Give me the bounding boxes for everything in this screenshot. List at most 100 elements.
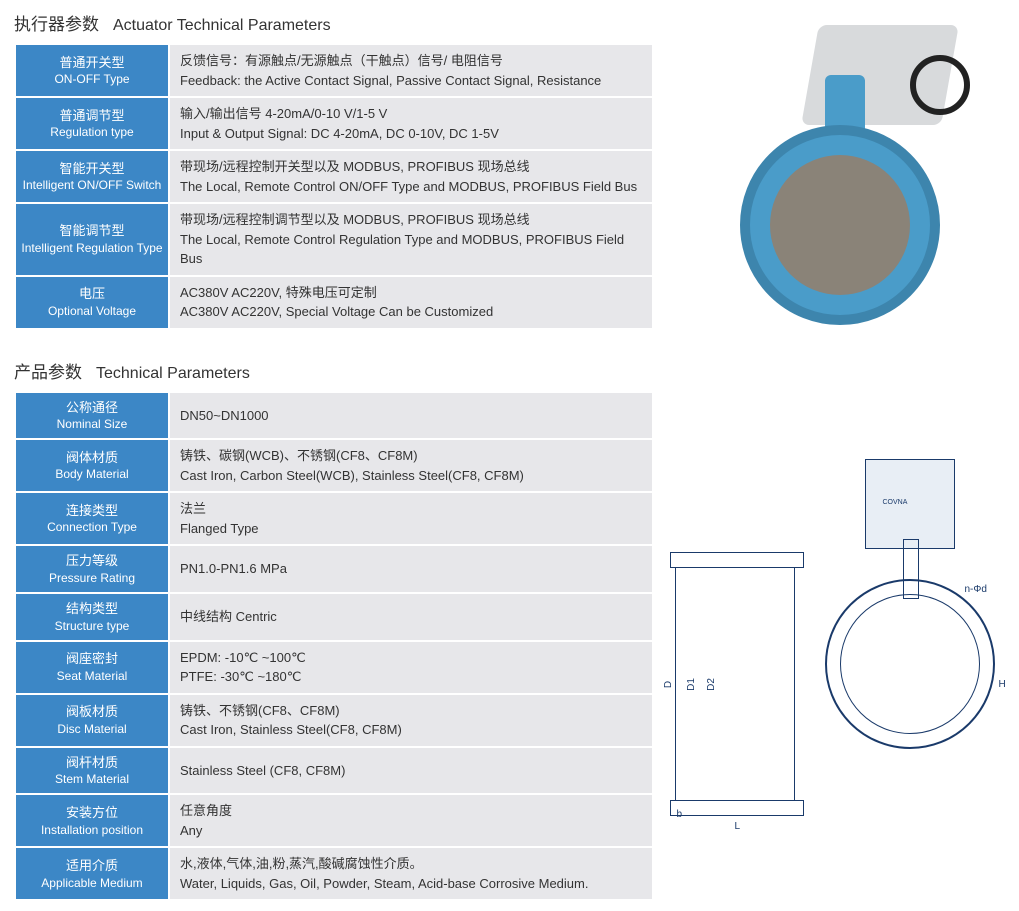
param-label-zh: 阀体材质 (20, 449, 164, 467)
table-row: 安装方位Installation position任意角度Any (15, 794, 653, 847)
param-value-zh: 任意角度 (180, 801, 642, 821)
param-label-en: Disc Material (20, 721, 164, 737)
table-row: 连接类型Connection Type 法兰Flanged Type (15, 492, 653, 545)
param-value-zh: EPDM: -10℃ ~100℃ (180, 648, 642, 668)
param-label-zh: 公称通径 (20, 399, 164, 417)
param-value-en: Feedback: the Active Contact Signal, Pas… (180, 71, 642, 91)
param-label-cell: 阀杆材质Stem Material (15, 747, 169, 795)
param-label-en: Structure type (20, 618, 164, 634)
param-value-cell: 任意角度Any (169, 794, 653, 847)
table-row: 适用介质Applicable Medium水,液体,气体,油,粉,蒸汽,酸碱腐蚀… (15, 847, 653, 900)
param-value-zh: 铸铁、不锈钢(CF8、CF8M) (180, 701, 642, 721)
param-label-cell: 结构类型Structure type (15, 593, 169, 641)
param-value-zh: 法兰 (180, 499, 642, 519)
technical-params-left: 产品参数 Technical Parameters 公称通径Nominal Si… (14, 358, 654, 902)
param-label-zh: 连接类型 (20, 502, 164, 520)
param-value-en: Input & Output Signal: DC 4-20mA, DC 0-1… (180, 124, 642, 144)
param-label-en: Body Material (20, 466, 164, 482)
actuator-params-table: 普通开关型ON-OFF Type反馈信号：有源触点/无源触点（干触点）信号/ 电… (14, 43, 654, 330)
dim-label-D2: D2 (705, 679, 716, 692)
dim-label-H: H (999, 679, 1006, 690)
table-row: 阀座密封Seat Material EPDM: -10℃ ~100℃ PTFE:… (15, 641, 653, 694)
param-label-zh: 智能开关型 (20, 160, 164, 178)
param-value-en: Cast Iron, Carbon Steel(WCB), Stainless … (180, 466, 642, 486)
actuator-params-section: 执行器参数 Actuator Technical Parameters 普通开关… (14, 10, 1005, 330)
param-label-zh: 适用介质 (20, 857, 164, 875)
param-label-cell: 普通调节型Regulation type (15, 97, 169, 150)
param-value-en: Flanged Type (180, 519, 642, 539)
param-value-cell: 带现场/远程控制开关型以及 MODBUS, PROFIBUS 现场总线The L… (169, 150, 653, 203)
param-label-cell: 安装方位Installation position (15, 794, 169, 847)
param-label-en: Applicable Medium (20, 875, 164, 891)
param-value-zh: Stainless Steel (CF8, CF8M) (180, 761, 642, 781)
param-value-cell: 铸铁、碳钢(WCB)、不锈钢(CF8、CF8M)Cast Iron, Carbo… (169, 439, 653, 492)
param-label-cell: 普通开关型ON-OFF Type (15, 44, 169, 97)
param-value-cell: 水,液体,气体,油,粉,蒸汽,酸碱腐蚀性介质。Water, Liquids, G… (169, 847, 653, 900)
section-title-zh: 产品参数 (14, 358, 82, 383)
param-value-zh: 中线结构 Centric (180, 607, 642, 627)
section-title-en: Actuator Technical Parameters (113, 17, 331, 35)
param-value-cell: 输入/输出信号 4-20mA/0-10 V/1-5 VInput & Outpu… (169, 97, 653, 150)
param-label-zh: 结构类型 (20, 600, 164, 618)
param-label-cell: 电压Optional Voltage (15, 276, 169, 329)
param-value-cell: DN50~DN1000 (169, 392, 653, 440)
param-value-en: AC380V AC220V, Special Voltage Can be Cu… (180, 302, 642, 322)
param-label-en: Seat Material (20, 668, 164, 684)
table-row: 阀板材质Disc Material铸铁、不锈钢(CF8、CF8M)Cast Ir… (15, 694, 653, 747)
valve-disc-icon (770, 155, 910, 295)
param-label-en: Nominal Size (20, 416, 164, 432)
param-label-en: Stem Material (20, 771, 164, 787)
param-value-en: Any (180, 821, 642, 841)
param-value-cell: Stainless Steel (CF8, CF8M) (169, 747, 653, 795)
param-label-cell: 阀体材质Body Material (15, 439, 169, 492)
param-label-en: Intelligent ON/OFF Switch (20, 177, 164, 193)
dim-label-L: L (735, 821, 741, 832)
param-label-cell: 阀座密封Seat Material (15, 641, 169, 694)
param-label-zh: 普通调节型 (20, 107, 164, 125)
dim-label-b: b (677, 809, 683, 820)
technical-drawing-panel: D D1 D2 L b H n-Φd COVNA (654, 358, 1005, 902)
param-label-zh: 电压 (20, 285, 164, 303)
param-value-en: The Local, Remote Control ON/OFF Type an… (180, 177, 642, 197)
param-value-zh: 铸铁、碳钢(WCB)、不锈钢(CF8、CF8M) (180, 446, 642, 466)
param-value-cell: 中线结构 Centric (169, 593, 653, 641)
param-value-en: The Local, Remote Control Regulation Typ… (180, 230, 642, 269)
param-value-cell: 铸铁、不锈钢(CF8、CF8M)Cast Iron, Stainless Ste… (169, 694, 653, 747)
param-label-zh: 阀杆材质 (20, 754, 164, 772)
drawing-actuator-icon (865, 459, 955, 549)
param-label-cell: 公称通径Nominal Size (15, 392, 169, 440)
table-row: 智能调节型Intelligent Regulation Type带现场/远程控制… (15, 203, 653, 276)
param-value-zh: PN1.0-PN1.6 MPa (180, 559, 642, 579)
technical-params-section: 产品参数 Technical Parameters 公称通径Nominal Si… (14, 358, 1005, 902)
table-row: 阀体材质Body Material铸铁、碳钢(WCB)、不锈钢(CF8、CF8M… (15, 439, 653, 492)
product-photo-panel (654, 10, 1005, 330)
param-label-zh: 阀座密封 (20, 650, 164, 668)
param-value-cell: PN1.0-PN1.6 MPa (169, 545, 653, 593)
section-heading-actuator: 执行器参数 Actuator Technical Parameters (14, 10, 654, 35)
actuator-params-left: 执行器参数 Actuator Technical Parameters 普通开关… (14, 10, 654, 330)
table-row: 电压Optional VoltageAC380V AC220V, 特殊电压可定制… (15, 276, 653, 329)
param-label-en: Optional Voltage (20, 303, 164, 319)
param-label-zh: 阀板材质 (20, 703, 164, 721)
param-value-cell: AC380V AC220V, 特殊电压可定制AC380V AC220V, Spe… (169, 276, 653, 329)
param-label-en: Connection Type (20, 519, 164, 535)
dim-label-D: D (663, 681, 674, 688)
dim-label-D1: D1 (685, 679, 696, 692)
param-label-cell: 阀板材质Disc Material (15, 694, 169, 747)
param-value-zh: AC380V AC220V, 特殊电压可定制 (180, 283, 642, 303)
table-row: 普通开关型ON-OFF Type反馈信号：有源触点/无源触点（干触点）信号/ 电… (15, 44, 653, 97)
param-label-zh: 安装方位 (20, 804, 164, 822)
param-label-en: ON-OFF Type (20, 71, 164, 87)
param-value-zh: 带现场/远程控制调节型以及 MODBUS, PROFIBUS 现场总线 (180, 210, 642, 230)
param-value-zh: DN50~DN1000 (180, 406, 642, 426)
param-label-cell: 适用介质Applicable Medium (15, 847, 169, 900)
table-row: 压力等级Pressure Rating PN1.0-PN1.6 MPa (15, 545, 653, 593)
param-label-en: Intelligent Regulation Type (20, 240, 164, 256)
param-value-zh: 水,液体,气体,油,粉,蒸汽,酸碱腐蚀性介质。 (180, 854, 642, 874)
param-value-en: Water, Liquids, Gas, Oil, Powder, Steam,… (180, 874, 642, 894)
technical-params-table: 公称通径Nominal Size DN50~DN1000 阀体材质Body Mate… (14, 391, 654, 902)
param-label-en: Regulation type (20, 124, 164, 140)
dim-label-nphid: n-Φd (965, 584, 987, 595)
param-value-zh: 带现场/远程控制开关型以及 MODBUS, PROFIBUS 现场总线 (180, 157, 642, 177)
param-value-cell: EPDM: -10℃ ~100℃ PTFE: -30℃ ~180℃ (169, 641, 653, 694)
